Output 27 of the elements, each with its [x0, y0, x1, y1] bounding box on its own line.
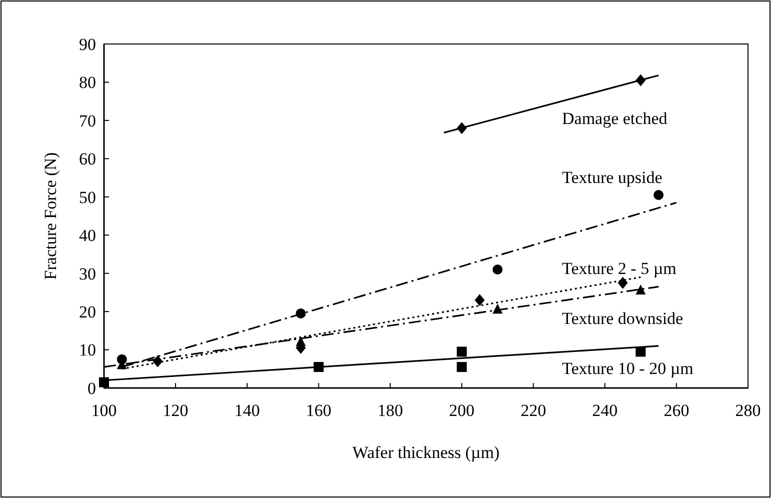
x-tick-label: 220 — [520, 401, 546, 420]
y-axis-title: Fracture Force (N) — [41, 152, 60, 280]
y-tick-label: 50 — [79, 188, 96, 207]
y-tick-label: 40 — [79, 226, 96, 246]
annotation: Damage etched — [562, 108, 668, 128]
y-tick-label: 90 — [79, 34, 96, 54]
annotation: Texture 2 - 5 µm — [562, 258, 676, 278]
x-tick-label: 260 — [664, 401, 690, 420]
x-tick-label: 160 — [306, 401, 332, 420]
annotation: Texture 10 - 20 µm — [562, 358, 694, 378]
x-tick-label: 240 — [592, 401, 618, 420]
x-tick-label: 100 — [91, 401, 117, 420]
annotation: Texture downside — [562, 308, 684, 328]
y-tick-label: 30 — [79, 264, 96, 284]
x-tick-label: 200 — [449, 401, 475, 420]
x-tick-label: 180 — [377, 401, 403, 420]
y-tick-label: 70 — [79, 111, 96, 130]
x-axis-title: Wafer thickness (µm) — [352, 443, 500, 462]
y-tick-label: 10 — [79, 340, 96, 360]
y-tick-label: 60 — [79, 150, 96, 169]
y-tick-label: 20 — [79, 302, 96, 322]
annotation: Texture upside — [562, 168, 662, 187]
x-tick-label: 120 — [162, 401, 188, 420]
y-tick-label: 0 — [88, 378, 96, 398]
y-tick-label: 80 — [79, 73, 96, 92]
x-tick-label: 280 — [735, 401, 761, 420]
x-tick-label: 140 — [234, 401, 260, 420]
